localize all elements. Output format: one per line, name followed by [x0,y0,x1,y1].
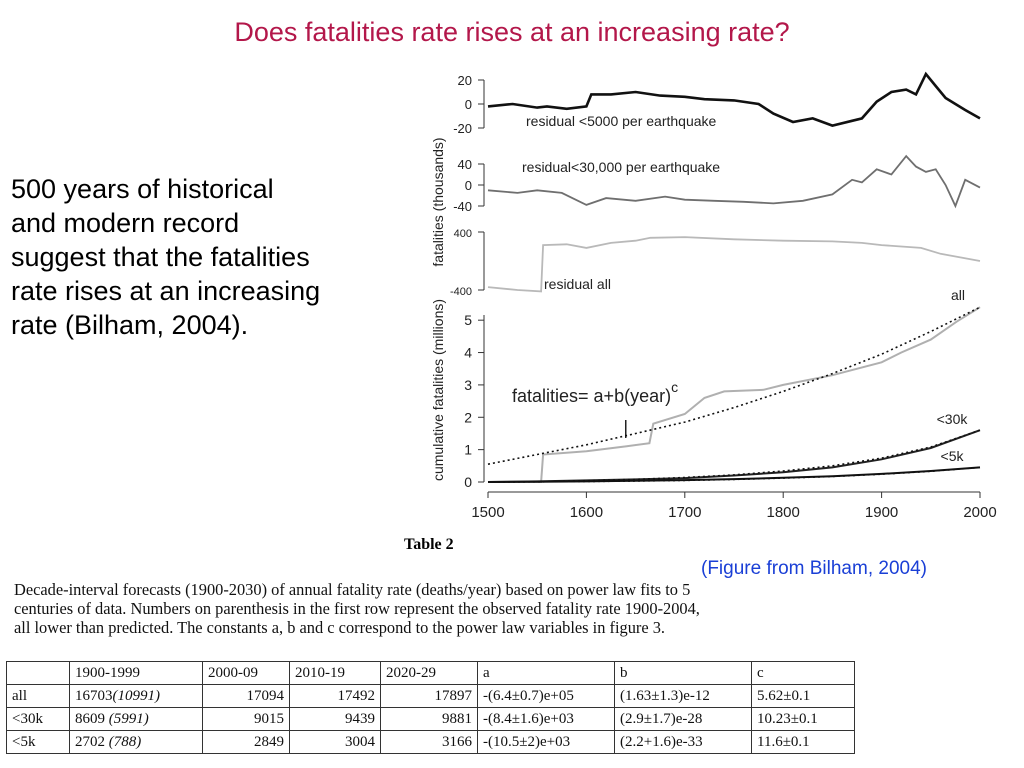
cell-b: (2.2+1.6)e-33 [614,730,752,754]
caption-line: all lower than predicted. The constants … [14,618,666,637]
y-tick-label: -20 [453,121,472,136]
equation-label: fatalities= a+b(year)c [512,379,678,406]
y-tick-label: 5 [464,312,472,328]
header-cell: 1900-1999 [69,661,203,685]
y-tick-label: 1 [464,442,472,458]
y-tick-label: 3 [464,377,472,393]
equation-exponent: c [671,379,678,395]
cell-2020-29: 17897 [380,684,478,708]
series-label: all [951,287,965,303]
x-tick-label: 1600 [570,504,603,521]
lower-y-axis-label: cumulative fatalities (millions) [430,299,446,481]
y-tick-label: 40 [458,157,472,172]
header-cell [6,661,70,685]
caption-line: Decade-interval forecasts (1900-2030) of… [14,580,691,599]
y-tick-label: -400 [450,286,472,298]
cell-value: 2702 [75,733,105,750]
cell-1900-1999: 8609 (5991) [69,707,203,731]
cumulative-fit-line [487,466,981,483]
cell-c: 11.6±0.1 [751,730,855,754]
cumulative-observed-line [488,306,981,483]
table-row: all 16703(10991) 17094 17492 17897 -(6.4… [6,684,855,708]
header-cell: 2010-19 [289,661,381,685]
residual-series-line [487,154,981,209]
cumulative-fit-line [487,429,981,483]
cell-1900-1999: 2702 (788) [69,730,203,754]
body-line: and modern record [11,208,240,238]
table-title: Table 2 [404,536,454,553]
caption-line: centuries of data. Numbers on parenthesi… [14,599,700,618]
panel-label-5000: residual <5000 per earthquake [526,113,717,129]
table-caption: Decade-interval forecasts (1900-2030) of… [14,580,854,637]
row-label: <30k [6,707,70,731]
cell-2020-29: 3166 [380,730,478,754]
cell-a: -(6.4±0.7)e+05 [477,684,615,708]
forecast-table: 1900-1999 2000-09 2010-19 2020-29 a b c … [6,661,855,754]
cell-c: 5.62±0.1 [751,684,855,708]
header-cell: 2020-29 [380,661,478,685]
cell-a: -(10.5±2)e+03 [477,730,615,754]
table-row: <30k 8609 (5991) 9015 9439 9881 -(8.4±1.… [6,707,855,731]
cell-c: 10.23±0.1 [751,707,855,731]
cell-2000-09: 2849 [202,730,290,754]
y-tick-label: -40 [453,199,472,214]
y-tick-label: 2 [464,409,472,425]
body-line: rate rises at an increasing [11,276,321,306]
x-tick-label: 1900 [865,504,898,521]
cell-observed: (788) [108,733,142,750]
residual-series-line [487,71,981,127]
header-cell: c [751,661,855,685]
slide-title: Does fatalities rate rises at an increas… [234,17,790,47]
cell-2020-29: 9881 [380,707,478,731]
figure-credit: (Figure from Bilham, 2004) [701,558,927,579]
cell-observed: (10991) [112,687,161,704]
body-line: 500 years of historical [11,174,274,204]
cell-b: (2.9±1.7)e-28 [614,707,752,731]
cell-observed: (5991) [108,710,149,727]
cell-a: -(8.4±1.6)e+03 [477,707,615,731]
y-tick-label: 0 [464,474,472,490]
y-tick-label: 0 [465,178,472,193]
cell-value: 16703 [75,687,113,704]
body-text: 500 years of historical and modern recor… [11,172,411,342]
equation-text: fatalities= a+b(year) [512,386,671,406]
header-cell: 2000-09 [202,661,290,685]
y-tick-label: 0 [465,97,472,112]
y-tick-label: 400 [454,228,472,240]
row-label: <5k [6,730,70,754]
row-label: all [6,684,70,708]
x-tick-label: 1700 [668,504,701,521]
series-label: <30k [937,411,969,427]
cell-2000-09: 17094 [202,684,290,708]
x-tick-label: 1500 [471,504,504,521]
cell-2010-19: 3004 [289,730,381,754]
body-line: suggest that the fatalities [11,242,310,272]
residual-series-line [487,236,981,293]
y-tick-label: 4 [464,345,472,361]
cell-2010-19: 17492 [289,684,381,708]
cell-value: 8609 [75,710,105,727]
table-header-row: 1900-1999 2000-09 2010-19 2020-29 a b c [6,661,855,685]
cell-b: (1.63±1.3)e-12 [614,684,752,708]
header-cell: a [477,661,615,685]
upper-y-axis-label: fatalities (thousands) [430,137,446,266]
table-row: <5k 2702 (788) 2849 3004 3166 -(10.5±2)e… [6,730,855,754]
cell-2010-19: 9439 [289,707,381,731]
x-tick-label: 1800 [767,504,800,521]
cell-1900-1999: 16703(10991) [69,684,203,708]
panel-label-all: residual all [544,276,611,292]
y-tick-label: 20 [458,73,472,88]
cell-2000-09: 9015 [202,707,290,731]
series-label: <5k [941,448,965,464]
header-cell: b [614,661,752,685]
x-tick-label: 2000 [963,504,996,521]
panel-label-30000: residual<30,000 per earthquake [522,159,720,175]
body-line: rate (Bilham, 2004). [11,310,249,340]
